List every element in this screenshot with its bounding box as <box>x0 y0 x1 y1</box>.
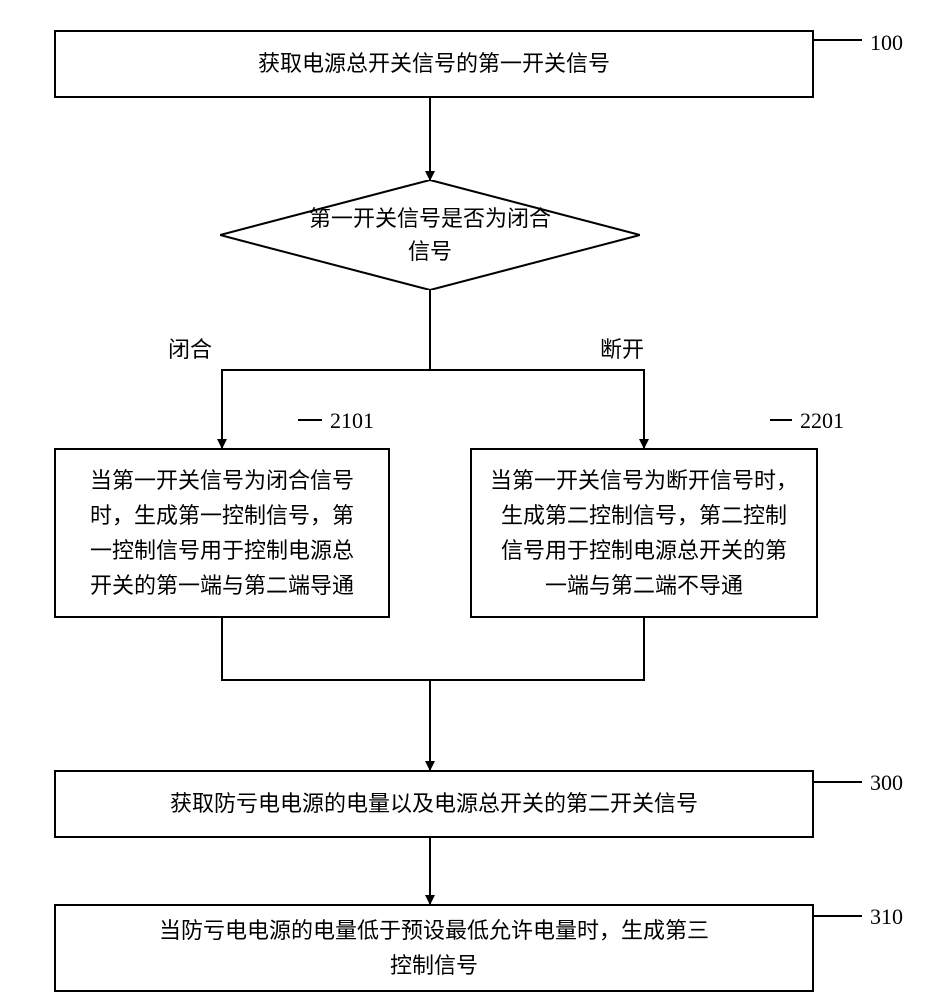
ref-label-2201: 2201 <box>800 408 844 434</box>
flowchart-canvas: 获取电源总开关信号的第一开关信号 100 第一开关信号是否为闭合信号 闭合 断开… <box>0 0 942 1000</box>
ref-label-300: 300 <box>870 770 903 796</box>
ref-label-2101: 2101 <box>330 408 374 434</box>
step-2201: 当第一开关信号为断开信号时，生成第二控制信号，第二控制信号用于控制电源总开关的第… <box>470 448 818 618</box>
step-2101: 当第一开关信号为闭合信号时，生成第一控制信号，第一控制信号用于控制电源总开关的第… <box>54 448 390 618</box>
step-300: 获取防亏电电源的电量以及电源总开关的第二开关信号 <box>54 770 814 838</box>
step-310: 当防亏电电源的电量低于预设最低允许电量时，生成第三控制信号 <box>54 904 814 992</box>
edge-label-closed: 闭合 <box>168 332 212 364</box>
ref-label-100: 100 <box>870 30 903 56</box>
decision-first-switch: 第一开关信号是否为闭合信号 <box>220 180 640 290</box>
step-2101-text: 当第一开关信号为闭合信号时，生成第一控制信号，第一控制信号用于控制电源总开关的第… <box>90 463 354 604</box>
edge-label-open: 断开 <box>600 332 644 364</box>
step-2201-text: 当第一开关信号为断开信号时，生成第二控制信号，第二控制信号用于控制电源总开关的第… <box>490 463 798 604</box>
step-100: 获取电源总开关信号的第一开关信号 <box>54 30 814 98</box>
step-100-text: 获取电源总开关信号的第一开关信号 <box>258 46 610 81</box>
step-300-text: 获取防亏电电源的电量以及电源总开关的第二开关信号 <box>170 786 698 821</box>
decision-text: 第一开关信号是否为闭合信号 <box>220 180 640 290</box>
ref-label-310: 310 <box>870 904 903 930</box>
step-310-text: 当防亏电电源的电量低于预设最低允许电量时，生成第三控制信号 <box>159 913 709 983</box>
